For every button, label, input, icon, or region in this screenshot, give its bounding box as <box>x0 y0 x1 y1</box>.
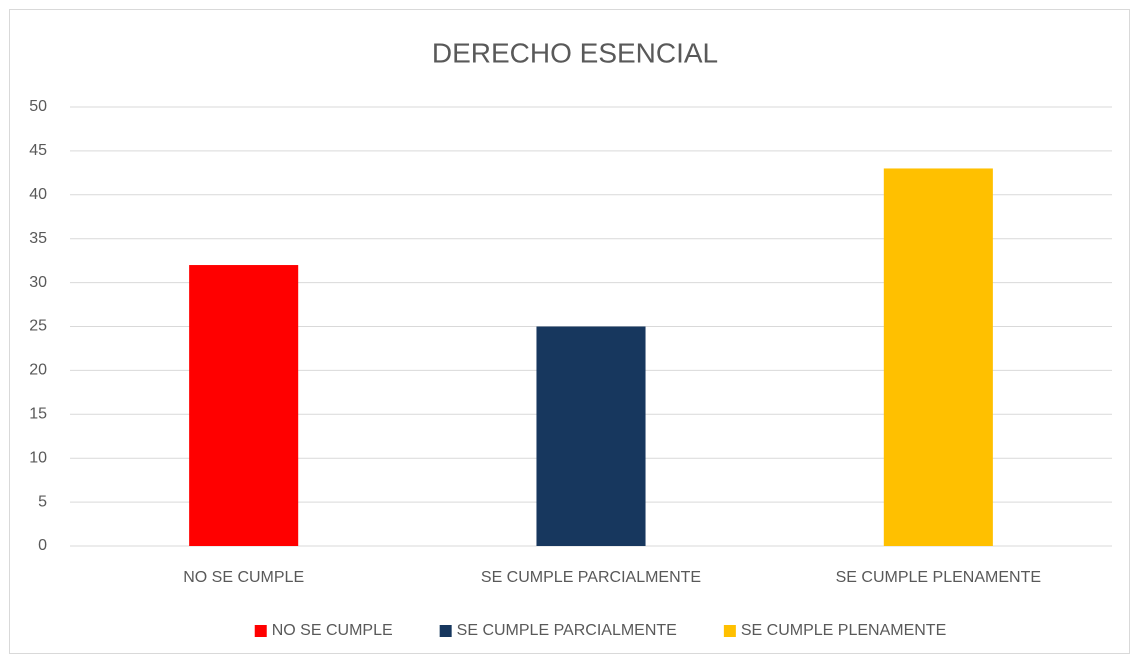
y-tick-label: 45 <box>29 142 47 159</box>
legend-swatch <box>723 625 736 637</box>
y-tick-label: 20 <box>29 362 47 379</box>
legend-swatch <box>254 625 267 637</box>
legend-label: SE CUMPLE PARCIALMENTE <box>457 622 677 639</box>
y-tick-label: 50 <box>29 98 47 115</box>
y-tick-label: 30 <box>29 274 47 291</box>
y-tick-label: 10 <box>29 449 47 466</box>
legend-label: NO SE CUMPLE <box>272 622 393 639</box>
chart-title: DERECHO ESENCIAL <box>432 37 718 68</box>
y-tick-label: 15 <box>29 406 47 423</box>
y-tick-label: 0 <box>38 537 47 554</box>
legend-swatch <box>439 625 452 637</box>
x-tick-label: SE CUMPLE PLENAMENTE <box>836 569 1041 586</box>
bar <box>189 265 299 546</box>
bar <box>536 326 646 546</box>
y-tick-label: 35 <box>29 230 47 247</box>
x-tick-label: SE CUMPLE PARCIALMENTE <box>481 569 701 586</box>
x-tick-label: NO SE CUMPLE <box>183 569 304 586</box>
legend-label: SE CUMPLE PLENAMENTE <box>741 622 946 639</box>
y-tick-label: 25 <box>29 318 47 335</box>
y-tick-label: 5 <box>38 493 47 510</box>
y-tick-label: 40 <box>29 186 47 203</box>
bar <box>883 168 993 546</box>
